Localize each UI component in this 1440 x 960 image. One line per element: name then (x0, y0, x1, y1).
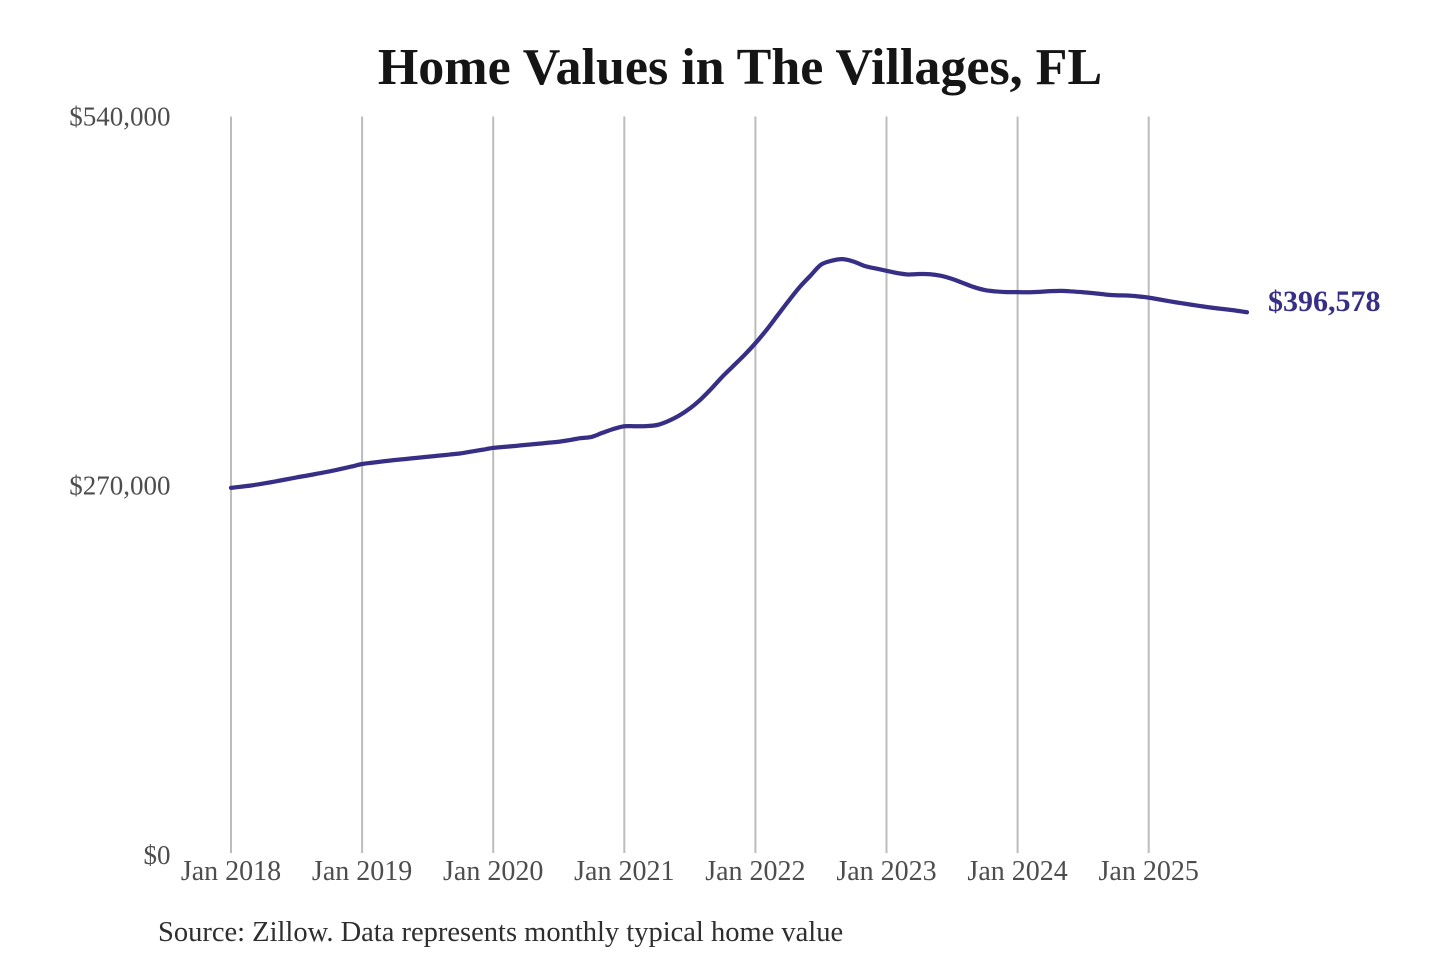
svg-text:$270,000: $270,000 (69, 471, 170, 501)
svg-text:Jan 2018: Jan 2018 (181, 856, 281, 887)
svg-text:Jan 2022: Jan 2022 (705, 856, 805, 887)
svg-text:$396,578: $396,578 (1268, 285, 1381, 318)
svg-text:Jan 2020: Jan 2020 (443, 856, 543, 887)
svg-text:$540,000: $540,000 (69, 102, 170, 132)
svg-text:$0: $0 (144, 840, 171, 870)
svg-text:Jan 2025: Jan 2025 (1099, 856, 1199, 887)
svg-text:Source: Zillow. Data represent: Source: Zillow. Data represents monthly … (158, 917, 843, 948)
svg-text:Jan 2021: Jan 2021 (574, 856, 674, 887)
svg-text:Jan 2023: Jan 2023 (836, 856, 936, 887)
svg-text:Jan 2019: Jan 2019 (312, 856, 412, 887)
svg-text:Home Values in The Villages, F: Home Values in The Villages, FL (378, 39, 1102, 96)
svg-text:Jan 2024: Jan 2024 (967, 856, 1067, 887)
